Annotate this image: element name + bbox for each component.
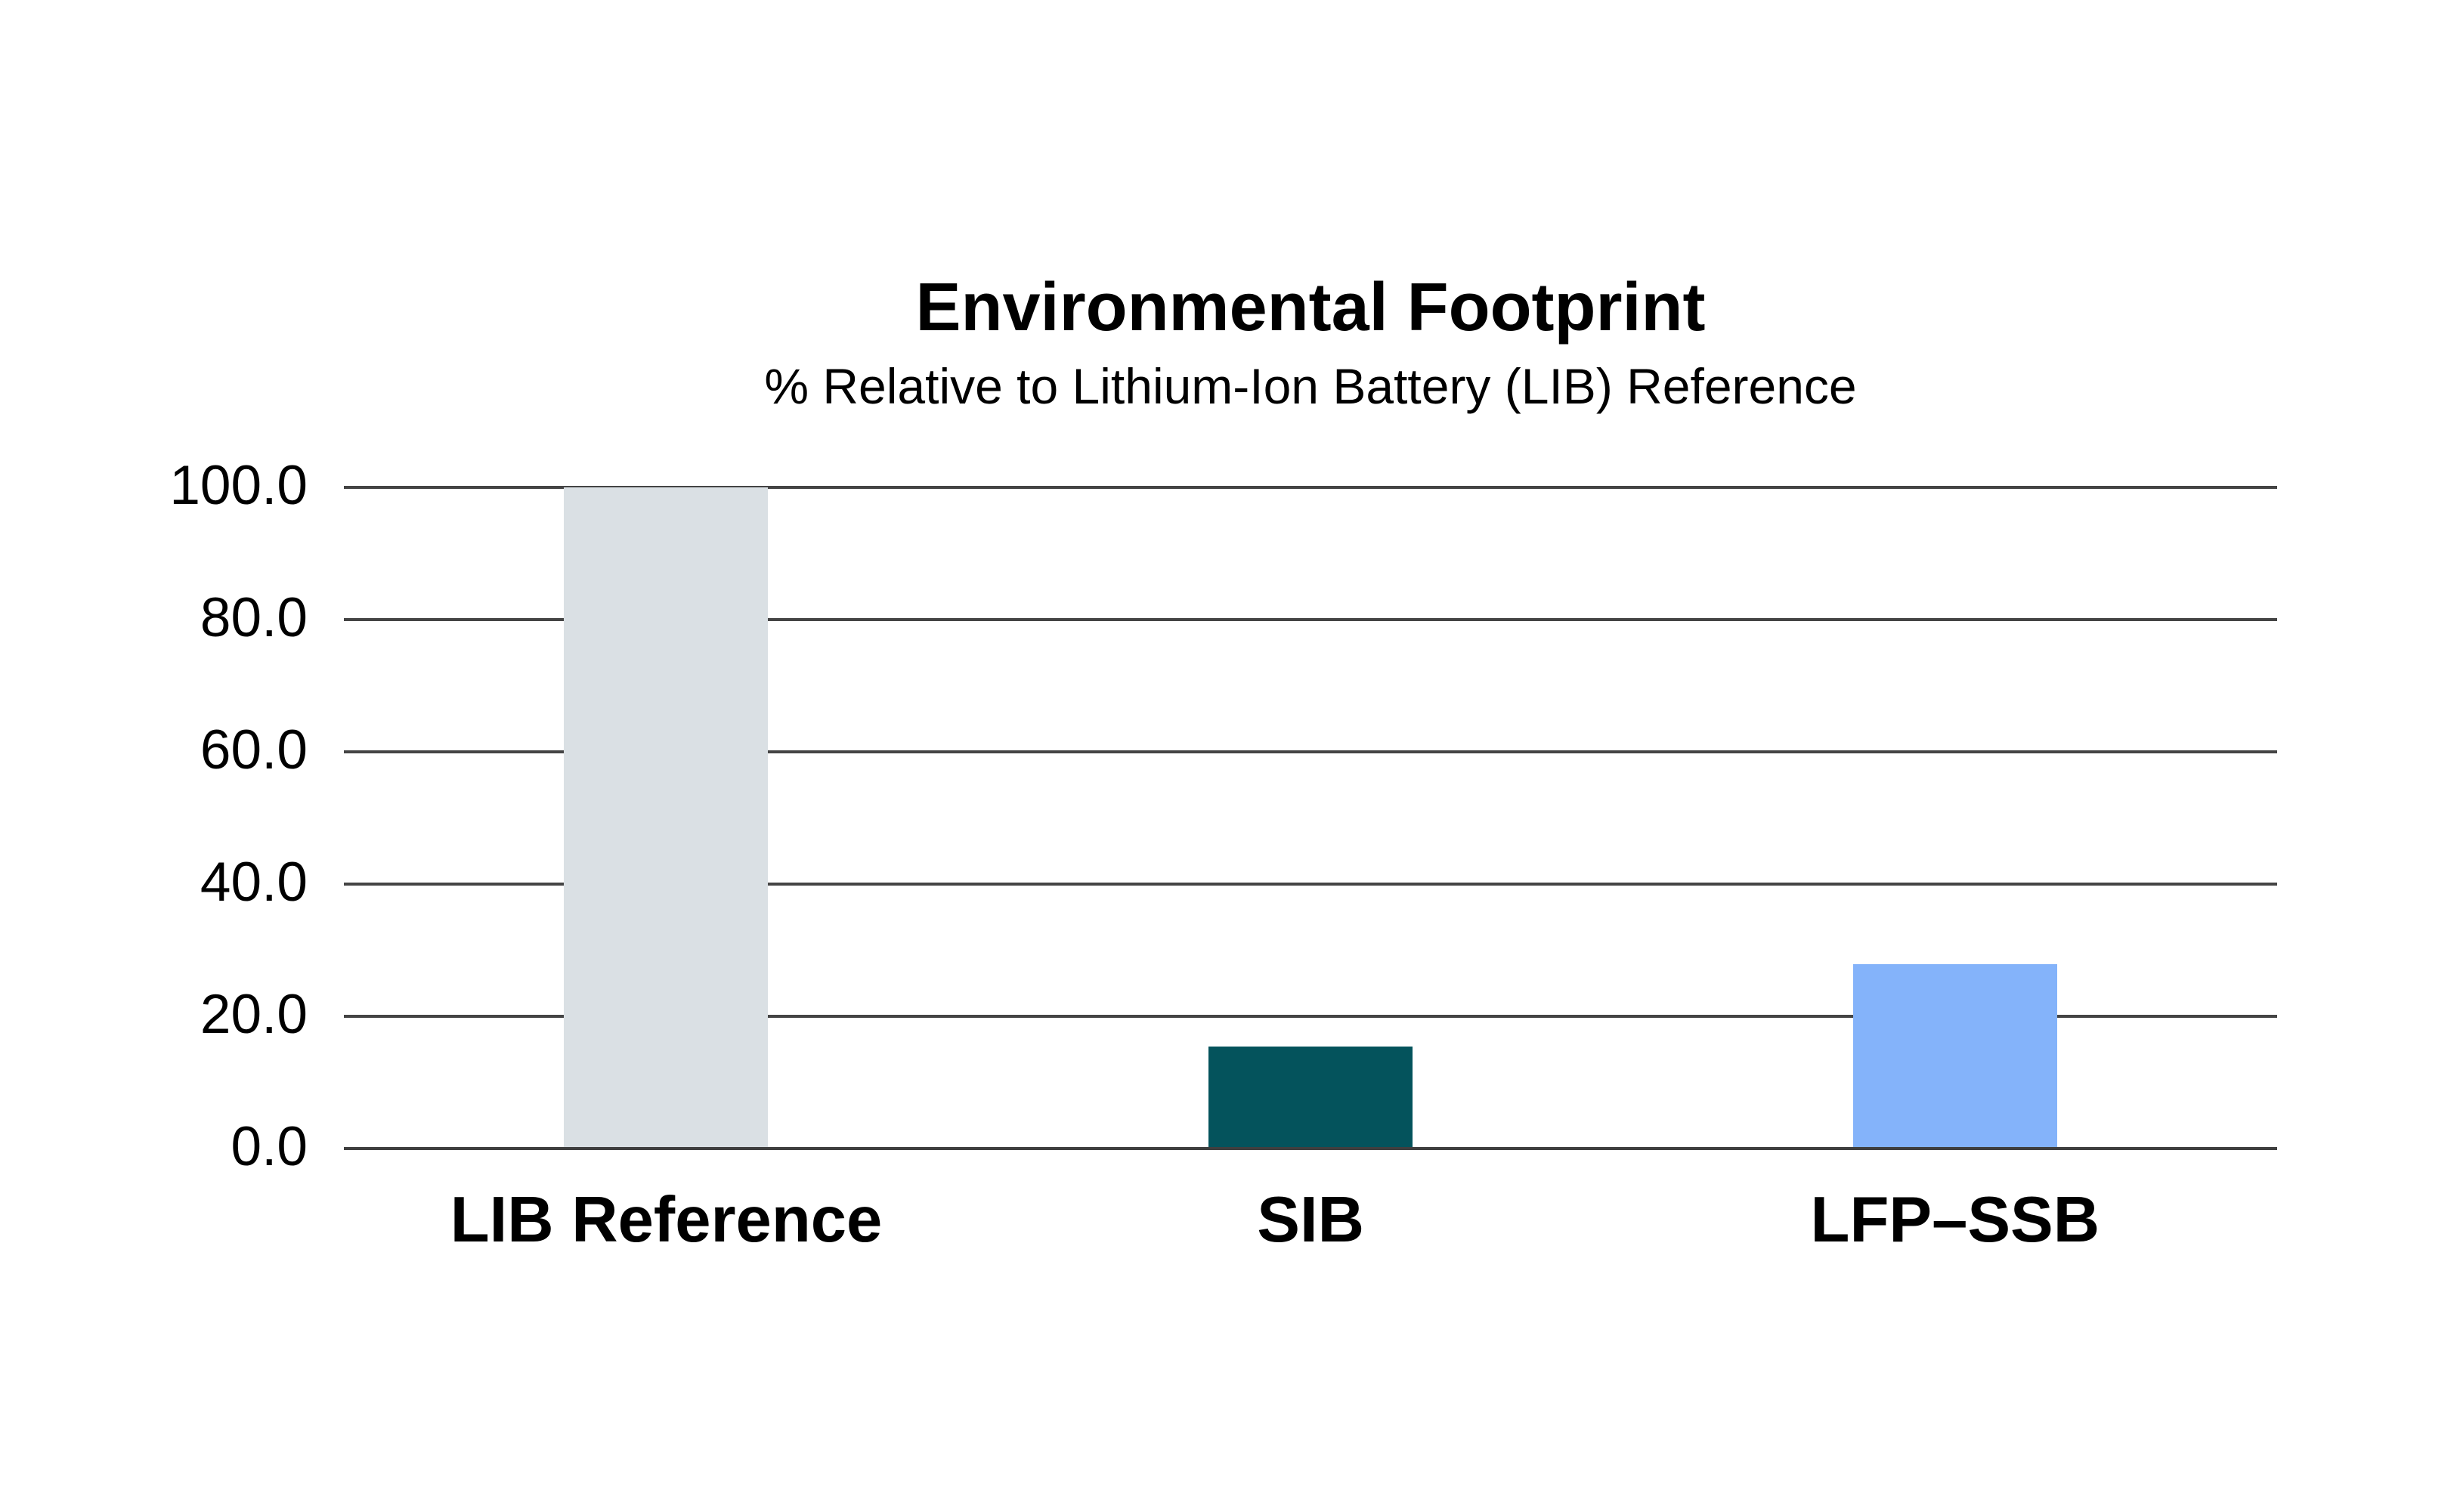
y-tick-label-40: 40.0 (200, 852, 308, 913)
plot-area (344, 486, 2277, 1150)
x-category-label-sib: SIB (1257, 1184, 1364, 1256)
gridline-20 (344, 1015, 2277, 1018)
bar-lib-reference (564, 487, 769, 1149)
y-tick-label-20: 20.0 (200, 984, 308, 1045)
y-tick-label-80: 80.0 (200, 587, 308, 648)
x-category-label-lfp-ssb: LFP–SSB (1810, 1184, 2100, 1256)
chart-title: Environmental Footprint (915, 270, 1706, 345)
gridline-100 (344, 486, 2277, 489)
y-tick-label-60: 60.0 (200, 719, 308, 781)
x-axis-baseline (344, 1147, 2277, 1150)
y-tick-label-0: 0.0 (231, 1116, 308, 1177)
bar-sib (1208, 1047, 1413, 1149)
gridline-80 (344, 618, 2277, 621)
bar-lfp-ssb (1852, 963, 2057, 1149)
x-category-label-lib-reference: LIB Reference (450, 1184, 883, 1256)
y-tick-label-100: 100.0 (169, 455, 308, 516)
gridline-60 (344, 750, 2277, 753)
chart-subtitle: % Relative to Lithium-Ion Battery (LIB) … (764, 358, 1857, 414)
gridline-40 (344, 883, 2277, 886)
